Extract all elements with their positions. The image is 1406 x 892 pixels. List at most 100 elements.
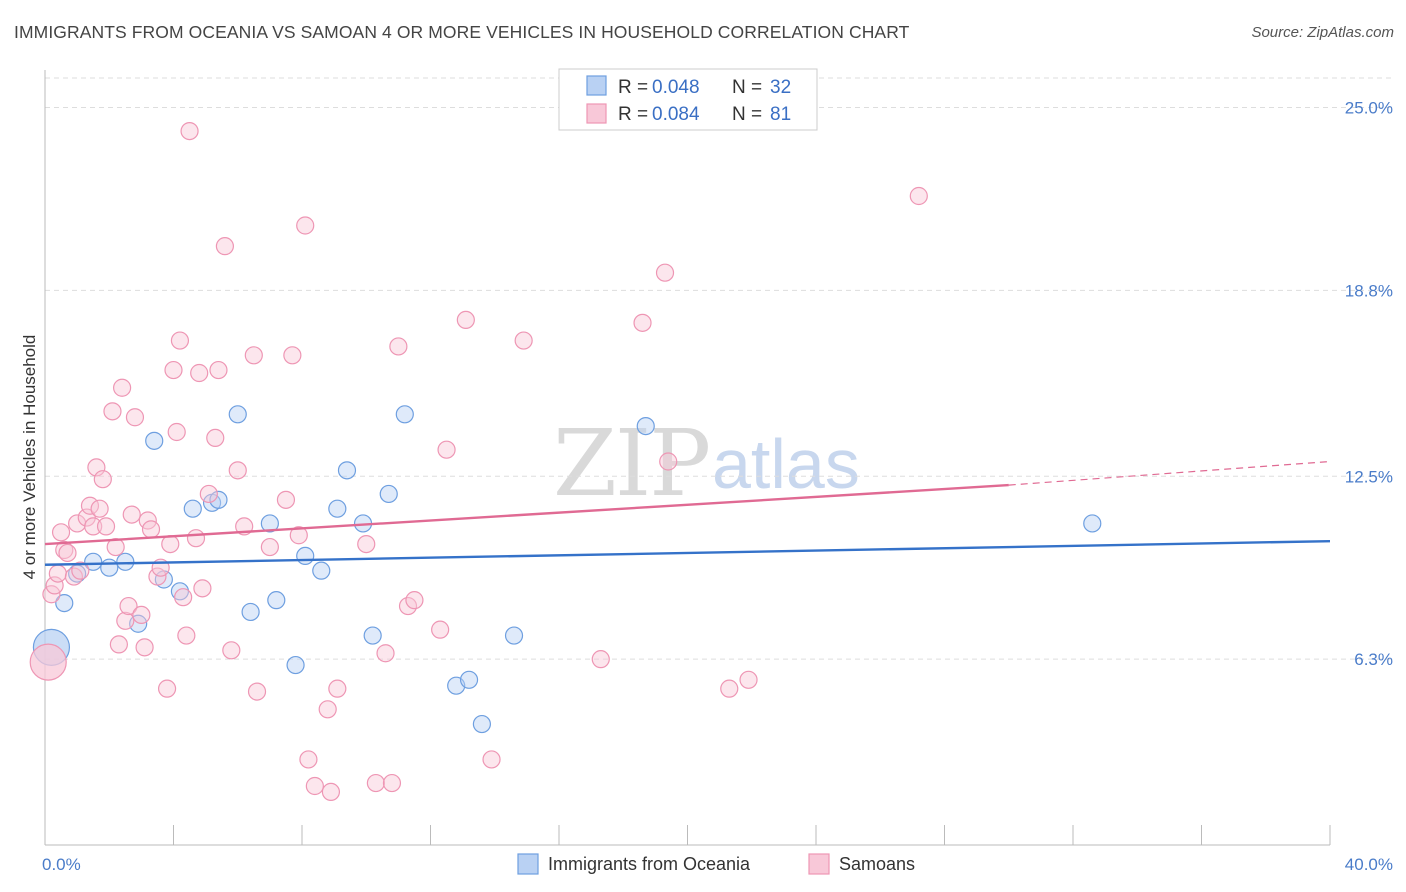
point-samoans-71 [482, 750, 501, 769]
point-oceania-5 [116, 552, 135, 571]
point-samoans-73 [591, 650, 610, 669]
point-samoans-42 [199, 484, 218, 504]
point-oceania-12 [209, 490, 228, 509]
point-samoans-59 [321, 782, 341, 802]
trend-line-dashed-samoans [1008, 460, 1331, 486]
point-samoans-46 [222, 641, 241, 660]
bottom-legend-swatch-oceania [517, 853, 539, 875]
point-samoans-47 [228, 461, 247, 480]
point-samoans-54 [289, 526, 308, 545]
point-oceania-20 [328, 499, 347, 518]
x-axis-ticks [44, 825, 1331, 845]
point-oceania-17 [286, 655, 305, 675]
point-samoans-31 [157, 679, 177, 698]
point-samoans-15 [93, 470, 112, 489]
stats-legend-swatch-oceania [586, 75, 607, 96]
point-samoans-41 [193, 579, 212, 598]
watermark: ZIP atlas [553, 410, 860, 517]
point-oceania-24 [379, 484, 398, 504]
stats-r-label-samoans: R = [618, 104, 648, 125]
grid-lines [45, 77, 1392, 660]
point-oceania-15 [260, 514, 279, 533]
point-samoans-24 [125, 408, 145, 427]
stats-r-label-oceania: R = [618, 77, 648, 98]
point-samoans-43 [206, 428, 225, 447]
chart-source: Source: ZipAtlas.com [1251, 24, 1394, 41]
stats-n-label-oceania: N = [732, 77, 762, 98]
point-samoans-44 [209, 360, 228, 380]
point-samoans-14 [90, 499, 109, 518]
point-samoans-61 [357, 534, 376, 554]
point-oceania-23 [363, 626, 382, 645]
point-samoans-34 [167, 422, 186, 442]
point-samoans-0 [29, 643, 67, 681]
point-samoans-4 [51, 523, 71, 542]
trend-line-oceania [44, 539, 1331, 566]
point-samoans-40 [190, 363, 209, 383]
y-tick-label-2: 18.8% [1345, 281, 1393, 300]
point-oceania-13 [228, 405, 247, 424]
point-samoans-52 [276, 490, 296, 509]
point-samoans-62 [366, 773, 385, 793]
point-samoans-78 [739, 670, 758, 689]
point-oceania-1 [55, 593, 74, 613]
stats-n-label-samoans: N = [732, 104, 762, 125]
point-samoans-50 [247, 682, 267, 701]
point-samoans-67 [405, 591, 424, 610]
point-samoans-23 [122, 505, 141, 524]
point-samoans-37 [177, 626, 196, 645]
y-axis-title: 4 or more Vehicles in Household [20, 335, 39, 580]
point-samoans-51 [260, 537, 279, 557]
stats-n-value-oceania: 32 [770, 77, 791, 98]
point-samoans-65 [389, 337, 408, 356]
point-samoans-75 [655, 263, 675, 282]
point-samoans-55 [296, 216, 315, 235]
point-samoans-6 [58, 543, 77, 563]
point-oceania-31 [1083, 514, 1102, 533]
point-oceania-16 [267, 591, 286, 610]
point-samoans-32 [161, 534, 180, 554]
y-tick-label-3: 25.0% [1345, 99, 1393, 118]
point-samoans-25 [132, 605, 151, 625]
point-samoans-35 [170, 331, 190, 350]
point-samoans-49 [244, 346, 263, 365]
point-samoans-9 [71, 561, 90, 580]
point-oceania-3 [84, 552, 103, 571]
point-oceania-21 [337, 461, 357, 480]
point-samoans-77 [720, 679, 739, 698]
bottom-legend-label-samoans: Samoans [839, 854, 915, 874]
point-samoans-21 [116, 611, 135, 630]
x-tick-label-0: 0.0% [42, 855, 81, 874]
point-oceania-14 [241, 602, 260, 622]
stats-n-value-samoans: 81 [770, 104, 791, 125]
point-samoans-2 [45, 576, 64, 595]
point-samoans-17 [103, 402, 122, 421]
point-samoans-5 [55, 540, 74, 560]
point-samoans-13 [87, 458, 106, 477]
point-samoans-64 [382, 773, 402, 793]
point-samoans-74 [633, 313, 652, 332]
point-oceania-10 [183, 499, 202, 518]
point-samoans-70 [456, 310, 475, 329]
point-samoans-3 [48, 564, 67, 583]
point-samoans-20 [112, 378, 132, 397]
point-samoans-18 [106, 537, 125, 557]
trend-line-samoans [44, 483, 1009, 546]
point-samoans-28 [141, 520, 161, 539]
point-samoans-22 [119, 596, 138, 616]
point-samoans-68 [431, 620, 450, 639]
point-samoans-16 [96, 517, 116, 536]
y-axis-tick-labels: 6.3% 12.5% 18.8% 25.0% [1345, 99, 1393, 670]
point-oceania-18 [296, 546, 315, 566]
point-samoans-76 [659, 452, 678, 471]
point-samoans-26 [135, 638, 154, 657]
point-samoans-79 [909, 186, 928, 206]
data-points [29, 122, 1102, 802]
bottom-legend-label-oceania: Immigrants from Oceania [548, 854, 751, 874]
point-oceania-28 [472, 714, 491, 734]
point-samoans-53 [283, 346, 302, 365]
point-oceania-29 [504, 626, 524, 645]
trend-lines [44, 460, 1331, 566]
point-samoans-72 [514, 331, 533, 350]
